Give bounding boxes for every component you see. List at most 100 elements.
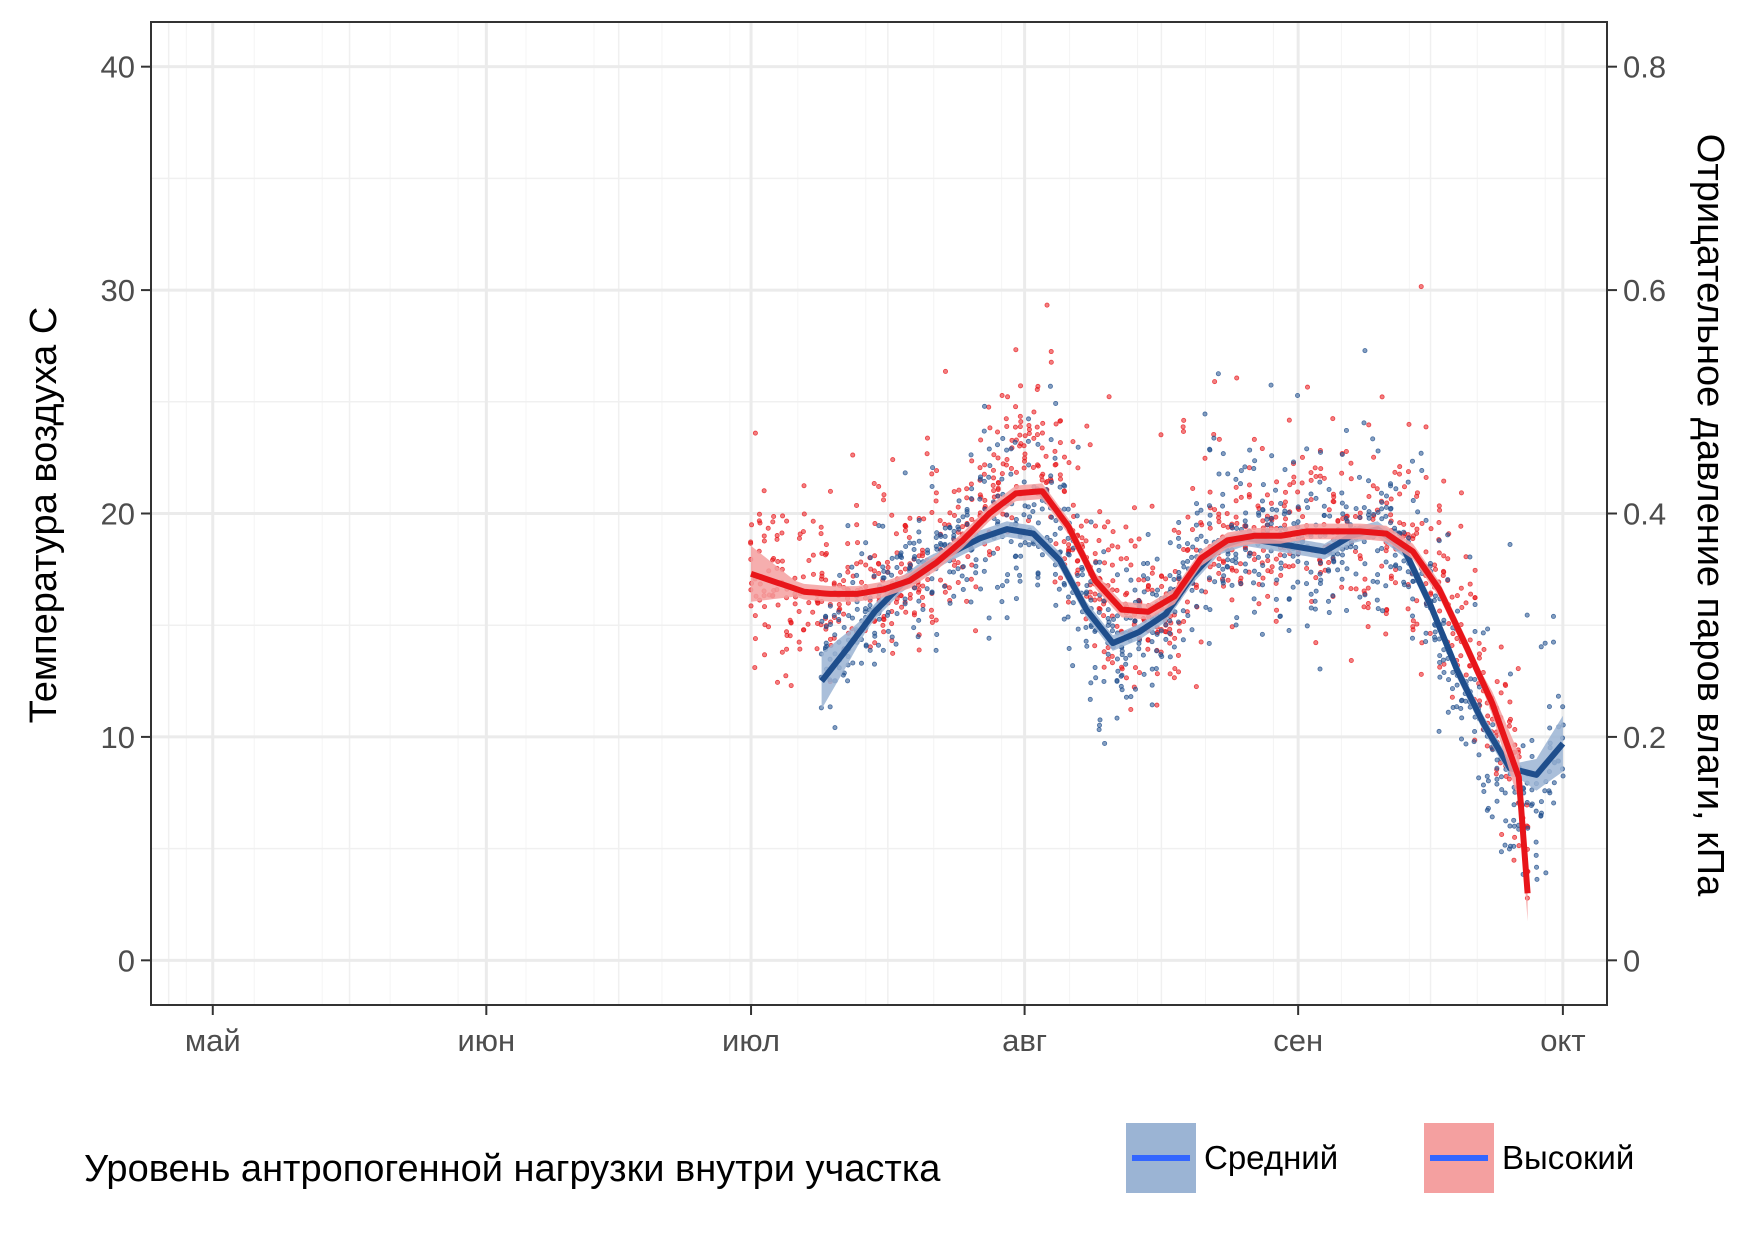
- data-point: [1003, 416, 1009, 422]
- data-point: [1194, 510, 1200, 516]
- data-point: [805, 621, 811, 627]
- data-point: [872, 553, 878, 559]
- data-point: [934, 530, 940, 536]
- data-point: [1467, 554, 1473, 560]
- data-point: [1348, 586, 1354, 592]
- data-point: [810, 552, 816, 558]
- data-point: [1286, 510, 1292, 516]
- data-point: [1065, 506, 1071, 512]
- data-point: [1401, 582, 1407, 588]
- data-point: [1428, 526, 1434, 532]
- data-point: [1326, 568, 1332, 574]
- data-point: [1145, 532, 1151, 538]
- data-point: [881, 492, 887, 498]
- data-point: [1313, 640, 1319, 646]
- data-point: [916, 538, 922, 544]
- data-point: [850, 452, 856, 458]
- data-point: [986, 474, 992, 480]
- data-point: [1102, 740, 1108, 746]
- data-point: [1260, 507, 1266, 513]
- data-point: [884, 612, 890, 618]
- data-point: [1114, 572, 1120, 578]
- data-point: [1013, 517, 1019, 523]
- data-point: [832, 725, 838, 731]
- data-point: [1158, 432, 1164, 438]
- data-point: [1511, 802, 1517, 808]
- data-point: [810, 571, 816, 577]
- data-point: [1004, 615, 1010, 621]
- data-point: [1115, 668, 1121, 674]
- data-point: [1410, 613, 1416, 619]
- data-point: [1477, 698, 1483, 704]
- data-point: [1392, 525, 1398, 531]
- data-point: [1114, 613, 1120, 619]
- data-point: [1233, 484, 1239, 490]
- data-point: [1097, 509, 1103, 515]
- data-point: [1432, 593, 1438, 599]
- data-point: [973, 563, 979, 569]
- data-point: [938, 577, 944, 583]
- data-point: [1339, 552, 1345, 558]
- x-tick-label: май: [185, 1023, 241, 1058]
- data-point: [893, 599, 899, 605]
- data-point: [1295, 579, 1301, 585]
- data-point: [1044, 302, 1050, 308]
- data-point: [836, 602, 842, 608]
- data-point: [1027, 514, 1033, 520]
- data-point: [1383, 631, 1389, 637]
- data-point: [1167, 540, 1173, 546]
- data-point: [959, 524, 965, 530]
- data-point: [1446, 621, 1452, 627]
- data-point: [1308, 497, 1314, 503]
- data-point: [1418, 284, 1424, 290]
- data-point: [1458, 653, 1464, 659]
- data-point: [1325, 598, 1331, 604]
- data-point: [1308, 569, 1314, 575]
- data-point: [854, 561, 860, 567]
- data-point: [1286, 628, 1292, 634]
- data-point: [1021, 465, 1027, 471]
- data-point: [1058, 575, 1064, 581]
- data-point: [1251, 568, 1257, 574]
- data-point: [1176, 530, 1182, 536]
- data-point: [1088, 519, 1094, 525]
- data-point: [1167, 630, 1173, 636]
- data-point: [1234, 520, 1240, 526]
- data-point: [1252, 458, 1258, 464]
- data-point: [1352, 514, 1358, 520]
- data-point: [1374, 597, 1380, 603]
- data-point: [1105, 519, 1111, 525]
- data-point: [1423, 639, 1429, 645]
- data-point: [889, 512, 895, 518]
- data-point: [1128, 706, 1134, 712]
- data-point: [1410, 522, 1416, 528]
- data-point: [771, 556, 777, 562]
- data-point: [950, 569, 956, 575]
- data-point: [1356, 474, 1362, 480]
- data-point: [1344, 518, 1350, 524]
- data-point: [1529, 753, 1535, 759]
- data-point: [1167, 618, 1173, 624]
- data-point: [1008, 539, 1014, 545]
- data-point: [929, 471, 935, 477]
- data-point: [1181, 417, 1187, 423]
- data-point: [995, 493, 1001, 499]
- data-point: [1000, 436, 1006, 442]
- data-point: [1074, 513, 1080, 519]
- data-point: [1365, 624, 1371, 630]
- data-point: [756, 511, 762, 517]
- data-point: [1022, 433, 1028, 439]
- data-point: [752, 636, 758, 642]
- data-point: [911, 556, 917, 562]
- data-point: [1449, 694, 1455, 700]
- data-point: [783, 673, 789, 679]
- data-point: [1502, 842, 1508, 848]
- data-point: [1454, 704, 1460, 710]
- data-point: [1075, 465, 1081, 471]
- data-point: [1070, 600, 1076, 606]
- data-point: [1105, 656, 1111, 662]
- data-point: [964, 495, 970, 501]
- data-point: [800, 574, 806, 580]
- data-point: [999, 476, 1005, 482]
- data-point: [845, 523, 851, 529]
